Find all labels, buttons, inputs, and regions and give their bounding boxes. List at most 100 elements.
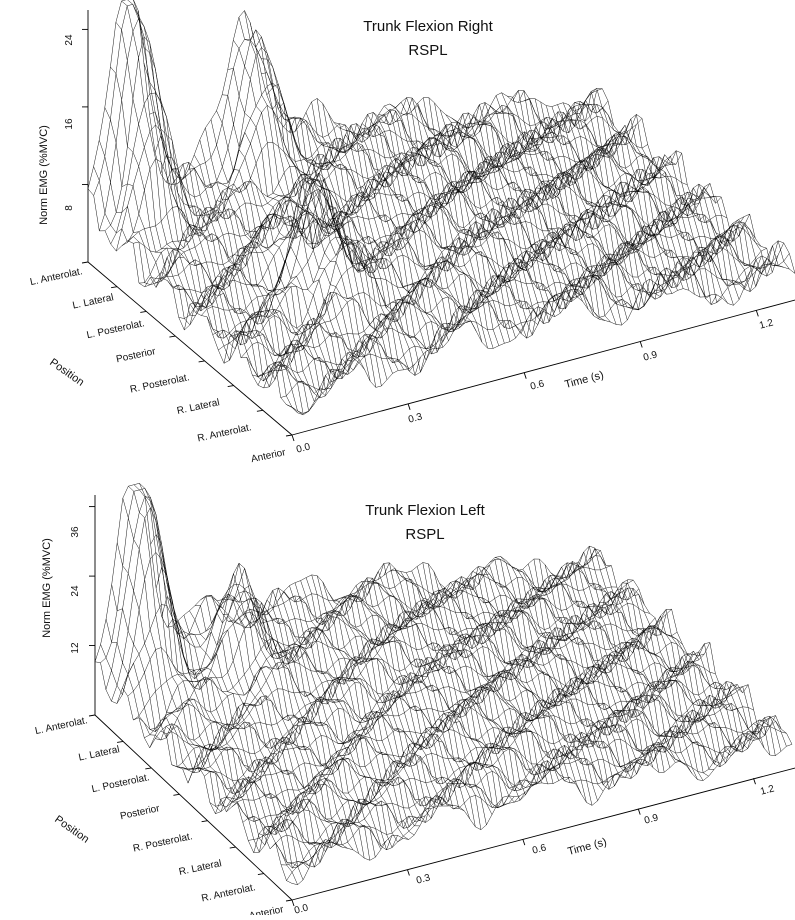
chart-panel-right: Trunk Flexion Right RSPL Norm EMG (%MVC)… (29, 0, 795, 465)
mesh-line-time (561, 562, 759, 753)
mesh-line-time (144, 495, 343, 848)
position-axis-line (87, 261, 293, 436)
mesh-line-time (328, 113, 533, 340)
mesh-line-time (339, 124, 544, 325)
position-tick-label: R. Lateral (176, 397, 221, 417)
mesh-line-time (539, 559, 737, 764)
mesh-line-time (522, 569, 720, 764)
position-tick (257, 873, 264, 876)
mesh-line-time (278, 591, 476, 827)
mesh-line-time (104, 107, 309, 414)
mesh-line-time (255, 46, 460, 343)
mesh-line-position (252, 221, 756, 377)
mesh-line-time (127, 0, 332, 399)
mesh-line-time (451, 116, 656, 307)
mesh-line-time (272, 101, 477, 332)
time-tick-label: 0.9 (642, 349, 659, 363)
time-tick-label: 0.3 (407, 411, 424, 425)
mesh-line-time (562, 101, 768, 288)
mesh-line-time (590, 88, 795, 274)
mesh-line-time (188, 168, 393, 374)
mesh-line-time (311, 101, 516, 339)
mesh-line-time (467, 103, 673, 300)
mesh-line-time (428, 563, 626, 787)
mesh-line-time (305, 112, 511, 342)
z-tick-label: 12 (70, 642, 81, 654)
mesh-line-time (277, 112, 483, 343)
mesh-line-time (165, 168, 371, 382)
mesh-line-time (378, 110, 583, 303)
mesh-line-time (294, 582, 493, 815)
mesh-line-position (184, 169, 688, 331)
mesh-line-time (261, 599, 459, 810)
mesh-line-time (383, 562, 582, 794)
surface-mesh (87, 0, 795, 416)
mesh-line-position (87, 0, 592, 189)
mesh-line-time (372, 570, 570, 782)
time-axis-label: Time (s) (566, 836, 608, 858)
mesh-line-time (300, 580, 498, 808)
mesh-line-time (422, 562, 620, 791)
mesh-line-time (160, 154, 365, 380)
position-tick-label: L. Anterolat. (34, 715, 88, 737)
time-tick-label: 0.0 (293, 902, 310, 915)
position-tick (117, 740, 124, 743)
mesh-line-time (294, 117, 500, 346)
z-tick-label: 24 (64, 34, 75, 46)
mesh-line-time (161, 595, 359, 854)
mesh-line-time (172, 625, 371, 861)
position-tick-label: L. Lateral (78, 744, 121, 763)
mesh-line-time (116, 542, 315, 868)
mesh-line-time (478, 573, 676, 763)
tick-marks (88, 506, 756, 907)
mesh-line-time (87, 188, 293, 408)
z-tick-label: 36 (70, 526, 81, 538)
mesh-line-time (500, 556, 698, 780)
mesh-line-time (378, 562, 576, 784)
position-tick (256, 409, 263, 412)
z-axis-label: Norm EMG (%MVC) (41, 538, 53, 638)
mesh-line-time (150, 534, 348, 849)
time-tick-label: 1.2 (759, 783, 776, 797)
mesh-line-time (461, 570, 659, 773)
mesh-line-time (367, 580, 565, 778)
position-tick-label: R. Posterolat. (129, 372, 191, 395)
mesh-line-time (439, 109, 645, 310)
mesh-line-time (523, 99, 729, 304)
mesh-line-time (178, 620, 376, 858)
mesh-line-time (356, 113, 561, 324)
time-tick (753, 778, 756, 785)
mesh-line-time (171, 163, 377, 388)
chart-title: Trunk Flexion Left (365, 502, 485, 519)
mesh-line-time (233, 40, 438, 350)
position-tick (201, 820, 208, 823)
mesh-line-time (194, 154, 399, 371)
mesh-line-time (333, 594, 532, 796)
mesh-line-time (266, 87, 471, 331)
mesh-line-time (133, 0, 337, 397)
mesh-line-time (472, 566, 671, 768)
chart-subtitle: RSPL (408, 42, 447, 59)
mesh-line-time (289, 585, 487, 825)
mesh-line-time (216, 110, 421, 376)
mesh-line-time (283, 591, 482, 830)
tick-marks (81, 28, 759, 442)
mesh-line-time (384, 105, 589, 310)
mesh-line-time (272, 587, 471, 819)
time-tick (522, 838, 526, 846)
mesh-line-time (518, 89, 723, 304)
mesh-line-position (110, 82, 614, 245)
mesh-line-time (389, 567, 587, 803)
time-tick (523, 372, 527, 379)
position-tick-label: R. Posterolat. (132, 831, 194, 854)
mesh-line-time (122, 498, 321, 866)
mesh-line-time (105, 618, 304, 880)
mesh-line-time (250, 609, 448, 809)
time-tick (639, 341, 643, 348)
mesh-line-time (300, 120, 505, 344)
position-tick (229, 846, 236, 849)
mesh-line-time (395, 101, 600, 320)
position-tick (111, 286, 118, 289)
mesh-line-time (534, 98, 740, 300)
